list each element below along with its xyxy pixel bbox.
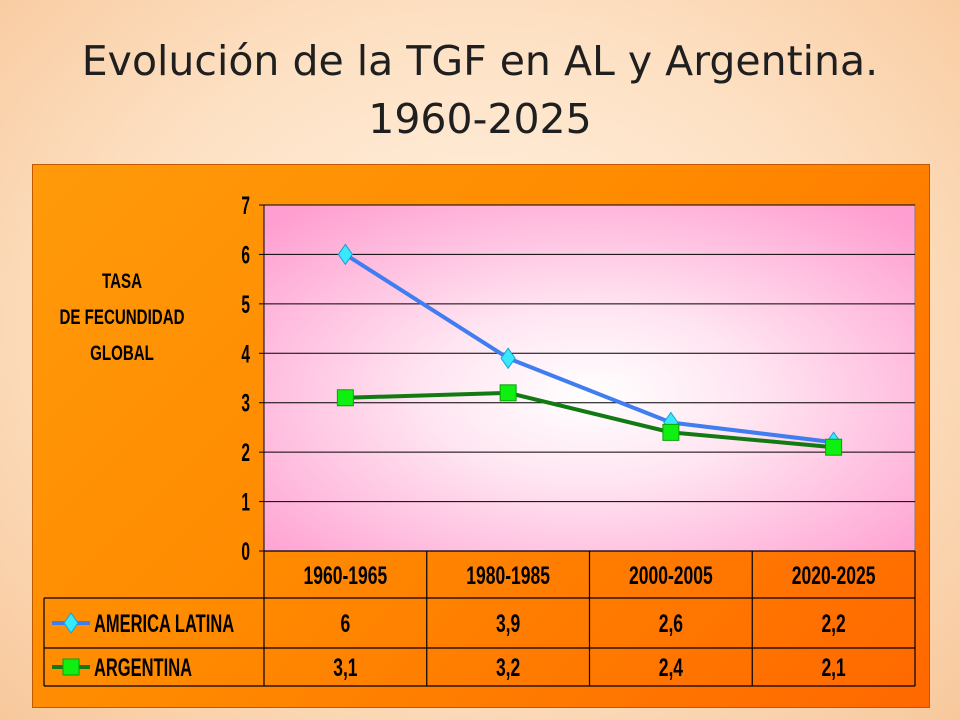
y-axis-label-line: GLOBAL	[90, 340, 154, 364]
category-label: 2000-2005	[629, 561, 713, 590]
title-line-2: 1960-2025	[368, 95, 592, 143]
legend-series-name: AMERICA LATINA	[94, 611, 234, 638]
slide-title: Evolución de la TGF en AL y Argentina. 1…	[0, 32, 960, 148]
y-axis: 0 1 2 3 4 5 6 7	[241, 192, 265, 566]
y-tick-label: 1	[241, 489, 250, 517]
data-point	[336, 389, 354, 407]
series-line	[344, 252, 834, 445]
data-value-label: 3,9	[496, 609, 520, 638]
data-table: 1960-1965 1980-1985 2000-2005 2020-2025 AMER…	[43, 550, 916, 687]
category-label: 2020-2025	[792, 561, 876, 590]
data-value-label: 6	[341, 609, 351, 638]
series-lines	[336, 243, 843, 456]
y-axis-label-line: DE FECUNDIDAD	[59, 304, 184, 328]
data-point	[499, 384, 517, 402]
category-label: 1980-1985	[466, 561, 550, 590]
legend-key-marker	[62, 658, 80, 676]
y-axis-label-line: TASA	[102, 268, 142, 292]
y-tick-label: 3	[241, 390, 250, 418]
series-line	[345, 390, 834, 450]
y-tick-label: 7	[241, 192, 250, 220]
title-line-1: Evolución de la TGF en AL y Argentina.	[81, 37, 879, 85]
y-tick-label: 0	[241, 538, 250, 566]
y-axis-label: TASA DE FECUNDIDAD GLOBAL	[59, 268, 184, 364]
data-value-label: 2,6	[659, 609, 683, 638]
data-value-label: 2,2	[821, 609, 845, 638]
y-tick-label: 6	[241, 242, 250, 270]
y-tick-label: 4	[241, 341, 250, 369]
legend-key-marker	[63, 612, 79, 634]
data-value-label: 3,1	[333, 653, 357, 682]
legend-series-name: ARGENTINA	[94, 655, 192, 682]
plot-area	[263, 204, 916, 552]
category-label: 1960-1965	[304, 561, 388, 590]
data-point	[337, 243, 353, 266]
data-point	[500, 347, 516, 370]
gridlines	[264, 204, 915, 503]
y-tick-label: 5	[241, 291, 250, 319]
data-value-label: 2,1	[821, 653, 845, 682]
y-tick-label: 2	[241, 440, 250, 468]
data-point	[825, 438, 843, 456]
data-point	[662, 423, 680, 441]
data-value-label: 2,4	[659, 653, 683, 682]
data-value-label: 3,2	[496, 653, 520, 682]
